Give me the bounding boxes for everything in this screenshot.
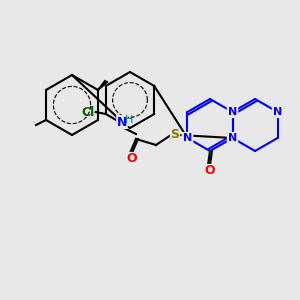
Text: N: N <box>183 133 192 143</box>
Text: N: N <box>228 133 237 143</box>
Text: Cl: Cl <box>81 106 94 118</box>
Text: N: N <box>273 107 282 117</box>
Text: O: O <box>205 164 215 178</box>
Text: S: S <box>170 128 179 142</box>
Text: N: N <box>117 116 127 128</box>
Text: H: H <box>125 115 133 125</box>
Text: N: N <box>228 107 237 117</box>
Text: O: O <box>127 152 137 166</box>
Text: N: N <box>183 133 192 143</box>
